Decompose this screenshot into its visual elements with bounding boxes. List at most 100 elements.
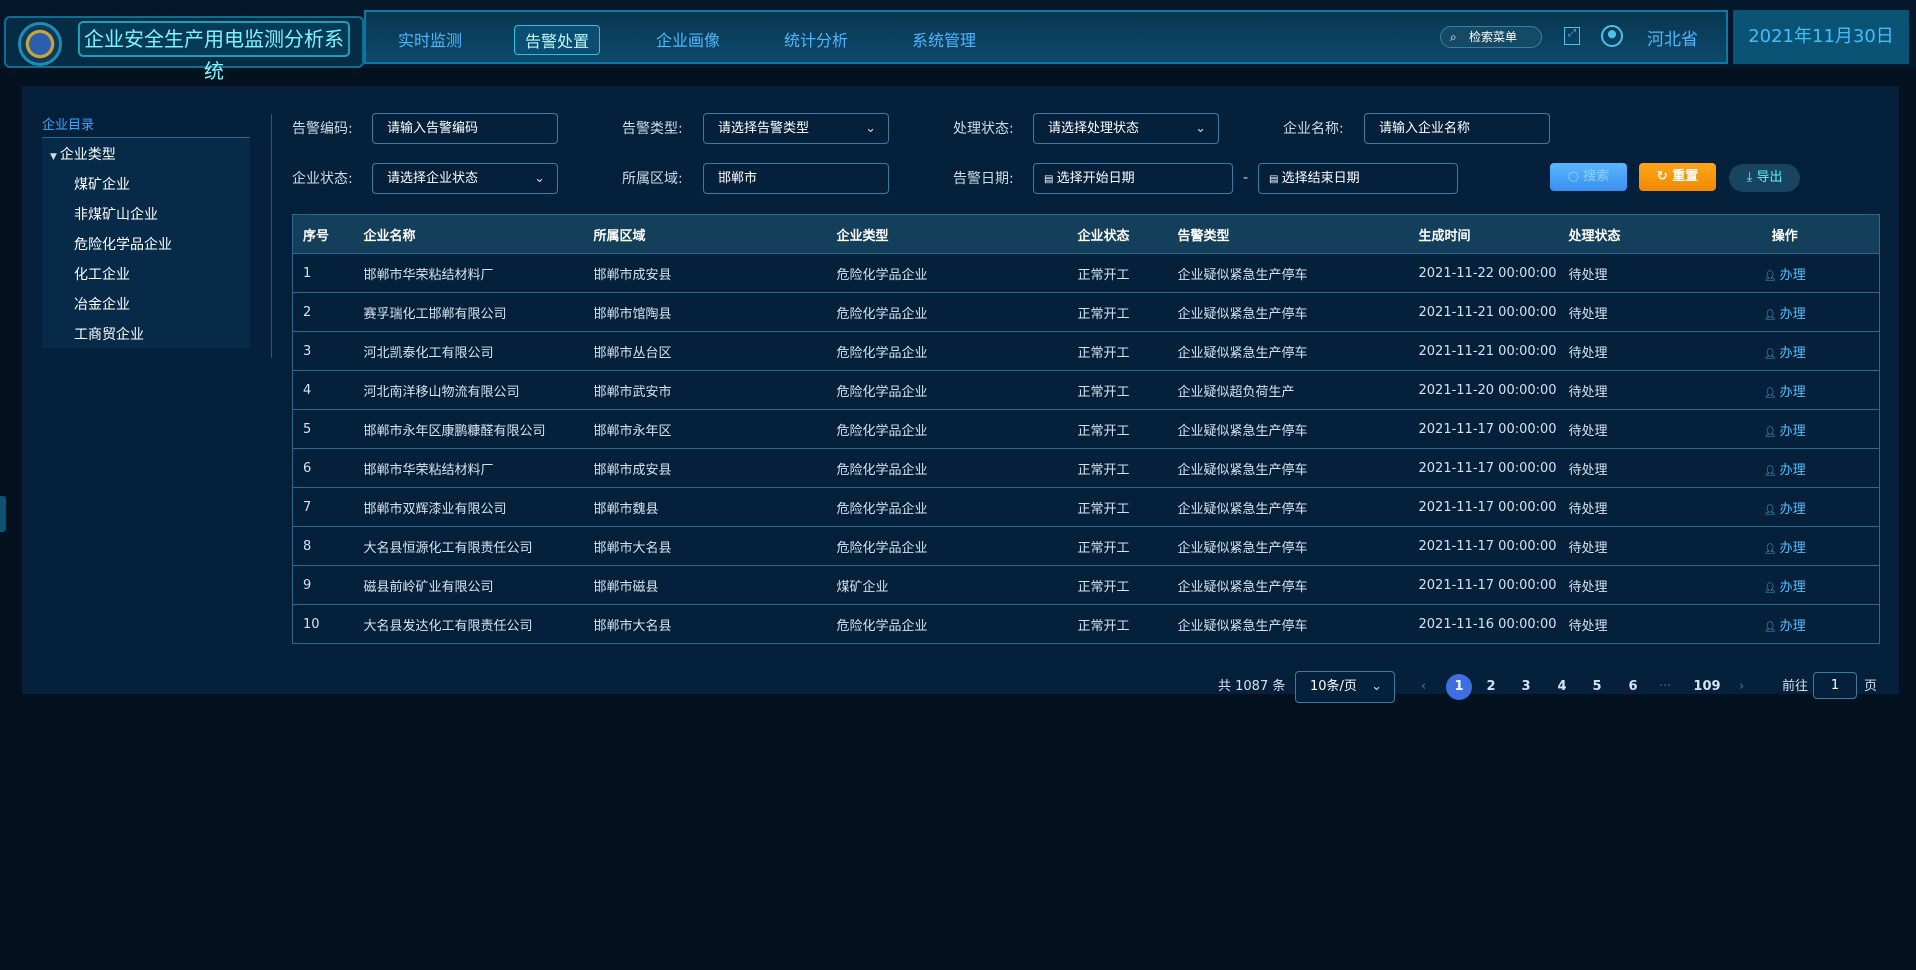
table-cell: 2021-11-17 00:00:00	[1408, 448, 1559, 488]
handle-status-select[interactable]: 请选择处理状态 ⌄	[1033, 113, 1219, 144]
table-row: 2 赛孚瑞化工邯郸有限公司 邯郸市馆陶县 危险化学品企业 正常开工 企业疑似紧急生产停车 2…	[292, 292, 1880, 332]
tree-item-trade[interactable]: 工商贸企业	[74, 327, 144, 343]
user-icon: 👤︎	[1763, 309, 1780, 321]
region-label[interactable]: 河北省	[1647, 30, 1698, 50]
table-cell: 邯郸市馆陶县	[583, 292, 827, 332]
handle-action-label: 办理	[1779, 345, 1806, 361]
page-5[interactable]: 5	[1592, 679, 1602, 694]
company-status-placeholder: 请选择企业状态	[387, 171, 479, 186]
table-cell: 1	[292, 253, 354, 293]
table-cell: 2021-11-21 00:00:00	[1408, 331, 1559, 371]
search-menu-button[interactable]: ⌕ 检索菜单	[1440, 26, 1542, 48]
chevron-down-icon: ⌄	[1371, 679, 1382, 694]
nav-system-admin[interactable]: 系统管理	[912, 31, 977, 50]
handle-action-link[interactable]: 👤︎ 办理	[1690, 526, 1880, 566]
nav-statistics[interactable]: 统计分析	[784, 31, 849, 50]
table-row: 9 磁县前岭矿业有限公司 邯郸市磁县 煤矿企业 正常开工 企业疑似紧急生产停车 2021-1…	[292, 565, 1880, 605]
tree-item-chemical[interactable]: 化工企业	[74, 267, 130, 283]
handle-action-link[interactable]: 👤︎ 办理	[1690, 253, 1880, 293]
handle-action-link[interactable]: 👤︎ 办理	[1690, 487, 1880, 527]
user-icon: 👤︎	[1763, 465, 1780, 477]
table-cell: 3	[292, 331, 354, 371]
search-button[interactable]: ○ 搜索	[1550, 163, 1627, 191]
column-header: 操作	[1690, 214, 1880, 254]
table-cell: 邯郸市永年区	[583, 409, 827, 449]
end-date-input[interactable]: ▤ 选择结束日期	[1258, 163, 1458, 194]
company-status-select[interactable]: 请选择企业状态 ⌄	[372, 163, 558, 194]
page-2[interactable]: 2	[1486, 679, 1496, 694]
table-cell: 邯郸市华荣粘结材料厂	[353, 448, 584, 488]
handle-action-link[interactable]: 👤︎ 办理	[1690, 565, 1880, 605]
table-row: 7 邯郸市双辉漆业有限公司 邯郸市魏县 危险化学品企业 正常开工 企业疑似紧急生产停车 20…	[292, 487, 1880, 527]
page-4[interactable]: 4	[1557, 679, 1567, 694]
search-icon: ⌕	[1450, 30, 1457, 44]
table-cell: 企业疑似紧急生产停车	[1167, 526, 1409, 566]
calendar-icon: ▤	[1269, 174, 1282, 185]
next-page-icon[interactable]: ›	[1739, 679, 1745, 694]
table-cell: 企业疑似紧急生产停车	[1167, 565, 1409, 605]
start-date-input[interactable]: ▤ 选择开始日期	[1033, 163, 1233, 194]
table-cell: 正常开工	[1067, 253, 1168, 293]
handle-action-link[interactable]: 👤︎ 办理	[1690, 370, 1880, 410]
page-size-select[interactable]: 10条/页 ⌄	[1295, 671, 1395, 703]
table-cell: 危险化学品企业	[826, 331, 1068, 371]
alarm-code-input[interactable]: 请输入告警编码	[372, 113, 558, 144]
table-cell: 待处理	[1558, 604, 1691, 644]
tree-item-metallurgy[interactable]: 冶金企业	[74, 297, 130, 313]
company-name-input[interactable]: 请输入企业名称	[1364, 113, 1550, 144]
handle-action-link[interactable]: 👤︎ 办理	[1690, 604, 1880, 644]
handle-action-link[interactable]: 👤︎ 办理	[1690, 331, 1880, 371]
emblem-logo	[18, 22, 62, 66]
table-cell: 正常开工	[1067, 448, 1168, 488]
total-count: 共 1087 条	[1218, 679, 1286, 694]
table-cell: 邯郸市磁县	[583, 565, 827, 605]
table-cell: 大名县恒源化工有限责任公司	[353, 526, 584, 566]
table-cell: 8	[292, 526, 354, 566]
column-header: 告警类型	[1167, 214, 1409, 254]
table-cell: 4	[292, 370, 354, 410]
nav-realtime-monitor[interactable]: 实时监测	[398, 31, 463, 50]
handle-action-link[interactable]: 👤︎ 办理	[1690, 448, 1880, 488]
tree-item-hazchem[interactable]: 危险化学品企业	[74, 237, 172, 253]
tree-group-company-type[interactable]: ▼ 企业类型	[50, 147, 116, 163]
table-cell: 危险化学品企业	[826, 526, 1068, 566]
table-cell: 9	[292, 565, 354, 605]
table-body: 1 邯郸市华荣粘结材料厂 邯郸市成安县 危险化学品企业 正常开工 企业疑似紧急生产停车 20…	[292, 253, 1880, 644]
handle-action-label: 办理	[1779, 579, 1806, 595]
handle-action-link[interactable]: 👤︎ 办理	[1690, 292, 1880, 332]
sidebar-toggle-handle[interactable]	[0, 496, 6, 532]
tree-item-coal[interactable]: 煤矿企业	[74, 177, 130, 193]
handle-action-label: 办理	[1779, 384, 1806, 400]
page-last[interactable]: 109	[1693, 679, 1721, 694]
goto-page-input[interactable]: 1	[1813, 672, 1857, 699]
tree-item-non-coal[interactable]: 非煤矿山企业	[74, 207, 158, 223]
page-6[interactable]: 6	[1628, 679, 1638, 694]
table-cell: 待处理	[1558, 370, 1691, 410]
table-cell: 邯郸市丛台区	[583, 331, 827, 371]
alarm-type-select[interactable]: 请选择告警类型 ⌄	[703, 113, 889, 144]
table-cell: 危险化学品企业	[826, 409, 1068, 449]
table-cell: 2021-11-16 00:00:00	[1408, 604, 1559, 644]
fullscreen-icon[interactable]: ⤢	[1564, 27, 1580, 45]
area-input[interactable]: 邯郸市	[703, 163, 889, 194]
column-header: 企业状态	[1067, 214, 1168, 254]
prev-page-icon[interactable]: ‹	[1421, 679, 1427, 694]
page-3[interactable]: 3	[1521, 679, 1531, 694]
user-avatar-icon[interactable]	[1601, 25, 1623, 47]
table-cell: 企业疑似紧急生产停车	[1167, 292, 1409, 332]
table-cell: 危险化学品企业	[826, 448, 1068, 488]
alarm-type-placeholder: 请选择告警类型	[718, 121, 810, 136]
table-row: 4 河北南洋移山物流有限公司 邯郸市武安市 危险化学品企业 正常开工 企业疑似超负荷生产 2…	[292, 370, 1880, 410]
table-cell: 河北凯泰化工有限公司	[353, 331, 584, 371]
table-header-row: 序号 企业名称 所属区域 企业类型 企业状态 告警类型 生成时间 处理状态 操作	[292, 214, 1880, 254]
export-button[interactable]: ⤓ 导出	[1729, 164, 1800, 192]
handle-action-label: 办理	[1779, 501, 1806, 517]
sidebar-title: 企业目录	[42, 114, 250, 138]
user-icon: 👤︎	[1763, 621, 1780, 633]
nav-alarm-handling[interactable]: 告警处置	[514, 25, 601, 55]
page-1[interactable]: 1	[1446, 674, 1472, 700]
handle-action-link[interactable]: 👤︎ 办理	[1690, 409, 1880, 449]
reset-button[interactable]: ↻ 重置	[1639, 163, 1716, 191]
export-button-label: 导出	[1756, 170, 1783, 185]
nav-company-profile[interactable]: 企业画像	[656, 31, 721, 50]
